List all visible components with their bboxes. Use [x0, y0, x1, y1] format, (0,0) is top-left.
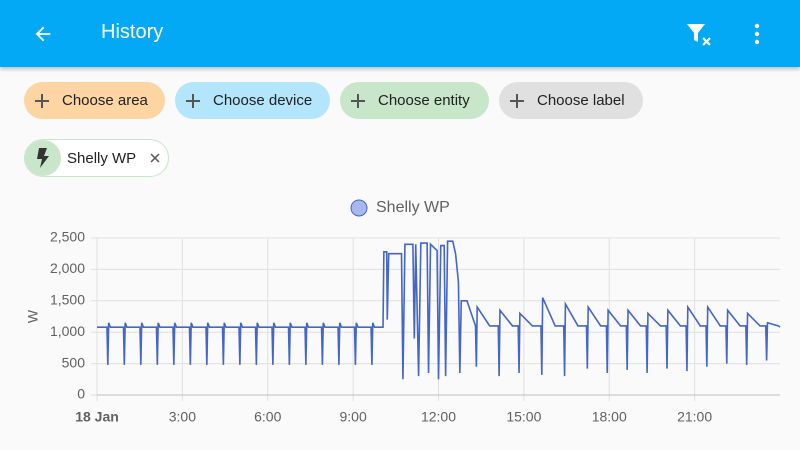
chip-label: Shelly WP [67, 149, 137, 167]
series-line [97, 240, 781, 380]
chip-label: Choose label [537, 92, 625, 109]
chip-label: Choose device [213, 92, 313, 109]
x-tick-label: 3:00 [169, 409, 196, 425]
x-tick-label: 18:00 [592, 409, 627, 425]
y-tick-label: 500 [62, 354, 86, 370]
x-tick-label: 9:00 [340, 409, 367, 425]
y-tick-label: 1,500 [50, 292, 85, 308]
entity-chip[interactable]: Choose entity [340, 82, 489, 119]
chip-label: Choose entity [378, 92, 470, 109]
x-tick-label: 6:00 [254, 409, 281, 425]
x-tick-label: 21:00 [677, 409, 712, 425]
y-tick-label: 2,000 [50, 260, 85, 276]
x-tick-label: 12:00 [421, 409, 456, 425]
legend-label: Shelly WP [376, 199, 450, 216]
selected-entity-chip[interactable]: Shelly WP [24, 139, 169, 177]
x-tick-label: 18 Jan [75, 409, 119, 425]
app-bar: History [0, 0, 800, 67]
area-chip[interactable]: Choose area [24, 82, 165, 119]
back-button[interactable] [32, 23, 54, 45]
menu-button[interactable] [746, 22, 768, 46]
device-chip[interactable]: Choose device [175, 82, 330, 119]
remove-button[interactable] [150, 153, 160, 163]
x-tick-label: 15:00 [506, 409, 541, 425]
y-tick-label: 1,000 [50, 323, 85, 339]
y-tick-label: 2,500 [50, 229, 85, 245]
label-chip[interactable]: Choose label [499, 82, 643, 119]
chip-label: Choose area [62, 92, 148, 109]
legend-swatch [350, 199, 368, 217]
y-axis-label: W [25, 309, 41, 323]
history-chart: 0 500 1,000 1,500 2,000 2,500 18 Jan 3:00 6:00 9:… [25, 199, 781, 425]
page-title: History [101, 21, 164, 43]
clear-filter-button[interactable] [686, 22, 714, 48]
y-tick-label: 0 [77, 386, 85, 402]
